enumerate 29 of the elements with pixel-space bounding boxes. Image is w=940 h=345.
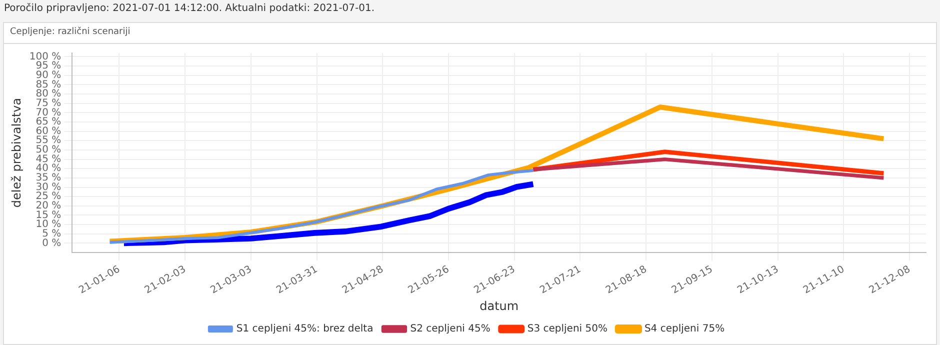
y-tick-label: 95 % bbox=[36, 60, 62, 72]
y-tick-label: 75 % bbox=[36, 98, 62, 109]
y-tick-label: 90 % bbox=[36, 70, 62, 81]
y-tick-label: 15 % bbox=[36, 210, 62, 221]
y-tick-label: 35 % bbox=[36, 172, 62, 184]
text: Poročilo pripravljeno: 2021-07-01 14:12:00. Aktualni podatki: 2021-07-01. bbox=[4, 3, 375, 14]
y-tick-label: 60 % bbox=[36, 126, 62, 137]
y-tick-label: 80 % bbox=[36, 88, 62, 100]
y-tick-label: 100 % bbox=[29, 51, 62, 62]
y-tick-label: 0 % bbox=[42, 238, 62, 249]
y-tick-label: 65 % bbox=[36, 116, 62, 128]
legend-label: S4 cepljeni 75% bbox=[644, 324, 725, 335]
y-axis-title: delež prebivalstva bbox=[9, 98, 24, 208]
x-axis-title: datum bbox=[480, 298, 519, 313]
y-tick-label: 10 % bbox=[36, 219, 62, 230]
y-tick-label: 40 % bbox=[36, 163, 62, 174]
y-tick-label: 5 % bbox=[42, 228, 62, 240]
y-tick-label: 50 % bbox=[36, 144, 62, 156]
y-tick-label: 70 % bbox=[36, 107, 62, 118]
y-tick-label: 30 % bbox=[36, 182, 62, 193]
legend-label: S3 cepljeni 50% bbox=[527, 324, 608, 335]
y-tick-label: 55 % bbox=[36, 135, 62, 146]
y-tick-label: 20 % bbox=[36, 200, 62, 212]
legend-label: S2 cepljeni 45% bbox=[410, 324, 490, 335]
chart-title: Cepljenje: različni scenariji bbox=[4, 23, 936, 44]
y-tick-label: 45 % bbox=[36, 154, 62, 165]
legend-label: S1 cepljeni 45%: brez delta bbox=[236, 324, 374, 335]
y-tick-label: 25 % bbox=[36, 191, 62, 202]
y-tick-label: 85 % bbox=[36, 79, 62, 90]
